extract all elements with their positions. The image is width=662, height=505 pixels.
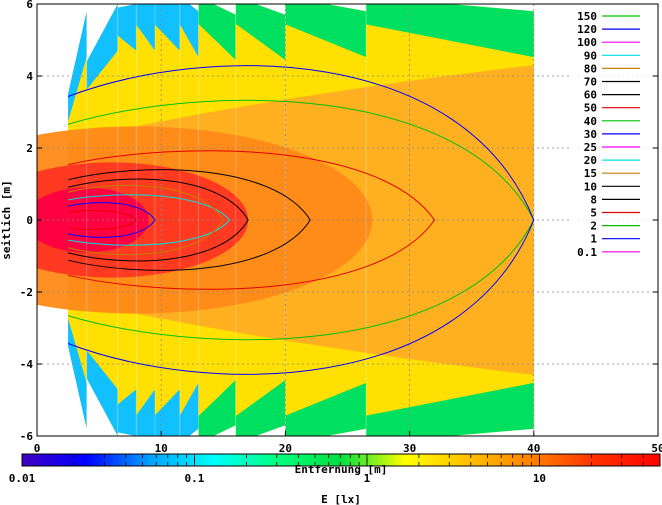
y-tick-label: -6	[20, 430, 34, 443]
segment-edge-top-9	[366, 4, 534, 58]
legend-label: 15	[584, 167, 597, 180]
segment-edge-top-7	[235, 4, 286, 60]
segment-edge-bottom-1	[86, 350, 118, 436]
x-tick-label: 0	[34, 442, 41, 455]
contour-15	[67, 184, 224, 256]
legend-label: 80	[584, 62, 597, 75]
segment-edge-top-3	[136, 4, 155, 51]
colorbar: 0.01 0.1 1 10	[9, 453, 661, 485]
y-tick-label: -4	[20, 358, 34, 371]
segment-edge-bottom-5	[179, 382, 199, 436]
segment-edge-bottom-9	[366, 382, 534, 436]
y-axis-ticks: -6 -4 -2 0 2 4 6	[20, 0, 658, 443]
colorbar-tick-label: 0.01	[9, 472, 36, 485]
y-tick-label: 0	[26, 214, 33, 227]
legend-label: 70	[584, 76, 597, 89]
contour-20	[67, 194, 231, 246]
legend-label: 150	[577, 10, 597, 23]
legend-label: 10	[584, 180, 597, 193]
legend-label: 20	[584, 154, 597, 167]
x-tick-label: 30	[403, 442, 416, 455]
x-axis-label: Entfernung [m]	[295, 463, 388, 476]
plot-area	[37, 4, 534, 436]
segment-edge-top-1	[86, 4, 118, 90]
segment-edge-top-8	[285, 4, 367, 58]
segment-edge-top-0	[68, 11, 87, 122]
segment-edge-bottom-0	[68, 318, 87, 429]
segment-edge-top-2	[117, 4, 137, 51]
x-tick-label: 40	[527, 442, 540, 455]
legend-label: 8	[590, 193, 597, 206]
contour-lines	[67, 65, 535, 375]
segment-edge-bottom-6	[198, 380, 236, 436]
legend-label: 30	[584, 128, 597, 141]
legend-label: 120	[577, 23, 597, 36]
x-tick-label: 10	[155, 442, 168, 455]
legend-label: 100	[577, 36, 597, 49]
y-tick-label: -2	[20, 286, 33, 299]
contour-5	[67, 150, 436, 290]
legend-label: 2	[590, 220, 597, 233]
colorbar-tick-label: 0.1	[185, 472, 205, 485]
contour-30	[67, 202, 156, 238]
legend-label: 0.1	[577, 246, 597, 259]
segment-edge-bottom-3	[136, 389, 155, 436]
legend-label: 40	[584, 115, 597, 128]
legend-label: 60	[584, 89, 597, 102]
segment-edge-bottom-8	[285, 382, 367, 436]
colorbar-label: E [lx]	[321, 493, 361, 505]
contour-8	[67, 169, 311, 271]
segment-edge-top-6	[198, 4, 236, 60]
contour-1	[67, 65, 535, 375]
legend-label: 50	[584, 102, 597, 115]
contour-10	[67, 178, 249, 262]
y-axis-label: seitlich [m]	[0, 180, 13, 259]
x-tick-label: 20	[279, 442, 292, 455]
y-tick-label: 2	[26, 142, 33, 155]
colorbar-tick-label: 1	[364, 472, 371, 485]
x-axis-ticks: 0 10 20 30 40 50	[34, 431, 662, 455]
legend-label: 5	[590, 207, 597, 220]
contour-50	[67, 210, 138, 230]
y-tick-label: 4	[26, 70, 33, 83]
colorbar-tick-label: 10	[533, 472, 546, 485]
y-tick-label: 6	[26, 0, 33, 11]
x-tick-label: 50	[651, 442, 662, 455]
legend-label: 90	[584, 49, 597, 62]
segment-edge-bottom-7	[235, 380, 286, 436]
segment-edge-bottom-2	[117, 389, 137, 436]
legend-label: 25	[584, 141, 597, 154]
segment-edge-top-5	[179, 4, 199, 58]
legend-label: 1	[590, 233, 597, 246]
